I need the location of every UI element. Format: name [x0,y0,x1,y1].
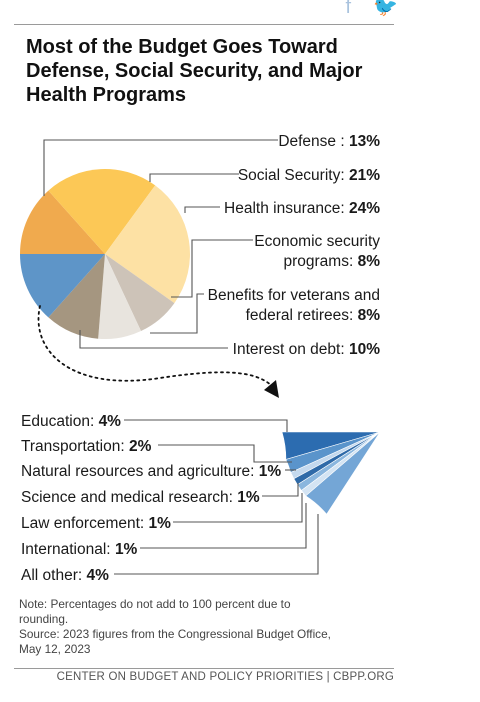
leader-line [149,173,239,182]
pie-label-economic-security-programs: Economic security programs: 8% [254,233,380,270]
leader-line [114,514,319,575]
leader-line [158,444,292,463]
leader-line [173,493,303,523]
leader-line [43,139,278,196]
fan-label-education: Education: 4% [21,413,121,430]
fan-label-international: International: 1% [21,541,138,558]
twitter-icon[interactable]: 🐦 [373,0,398,18]
leader-line [140,503,307,549]
pie-label-health-insurance: Health insurance: 24% [224,200,380,217]
leader-line [171,239,253,298]
other-spending-labels: Education: 4% Transportation: 2% Natural r… [21,413,319,584]
pie-label-interest-on-debt: Interest on debt: 10% [233,341,381,358]
fan-label-all-other: All other: 4% [21,567,109,584]
share-bar: f 🐦 [346,0,398,18]
pie-label-benefits-for-veterans-and-federal-retirees: Benefits for veterans and federal retiree… [208,287,381,324]
bottom-divider [14,668,394,669]
pie-label-social-security: Social Security: 21% [238,167,380,184]
pie-slice-health-insurance [105,185,190,304]
other-spending-fan [281,431,381,515]
pie-slice-interest-on-debt [48,254,105,339]
leader-line [262,483,299,497]
source-note: Note: Percentages do not add to 100 perc… [19,597,331,656]
fan-label-natural-resources-and-agriculture: Natural resources and agriculture: 1% [21,463,281,480]
main-pie [20,169,190,339]
dotted-arrow [37,305,273,387]
facebook-icon[interactable]: f [345,0,352,18]
leader-line [184,206,220,213]
fan-label-science-and-medical-research: Science and medical research: 1% [21,489,260,506]
chart-title: Most of the Budget Goes Toward Defense, … [26,36,363,106]
pie-slice-benefits-for-veterans-and-federal-retirees [98,254,141,339]
pie-slice-social-security [48,169,156,254]
leader-line [124,419,288,432]
footer-credit: CENTER ON BUDGET AND POLICY PRIORITIES |… [56,671,394,683]
expand-arrow [37,305,279,398]
fan-slice-all-other [305,431,381,515]
leader-line [150,293,204,334]
arrowhead [264,380,279,398]
fan-label-transportation: Transportation: 2% [21,438,152,455]
pie-slice-economic-security-programs [105,254,175,331]
main-pie-labels: Defense : 13% Social Security: 21% Health … [43,133,381,358]
leader-line [79,330,228,349]
fan-label-law-enforcement: Law enforcement: 1% [21,515,171,532]
top-divider [14,24,394,25]
pie-slice-defense [20,190,105,254]
pie-label-defense: Defense : 13% [278,133,380,150]
pie-slice-other-expanded-below [20,254,105,318]
